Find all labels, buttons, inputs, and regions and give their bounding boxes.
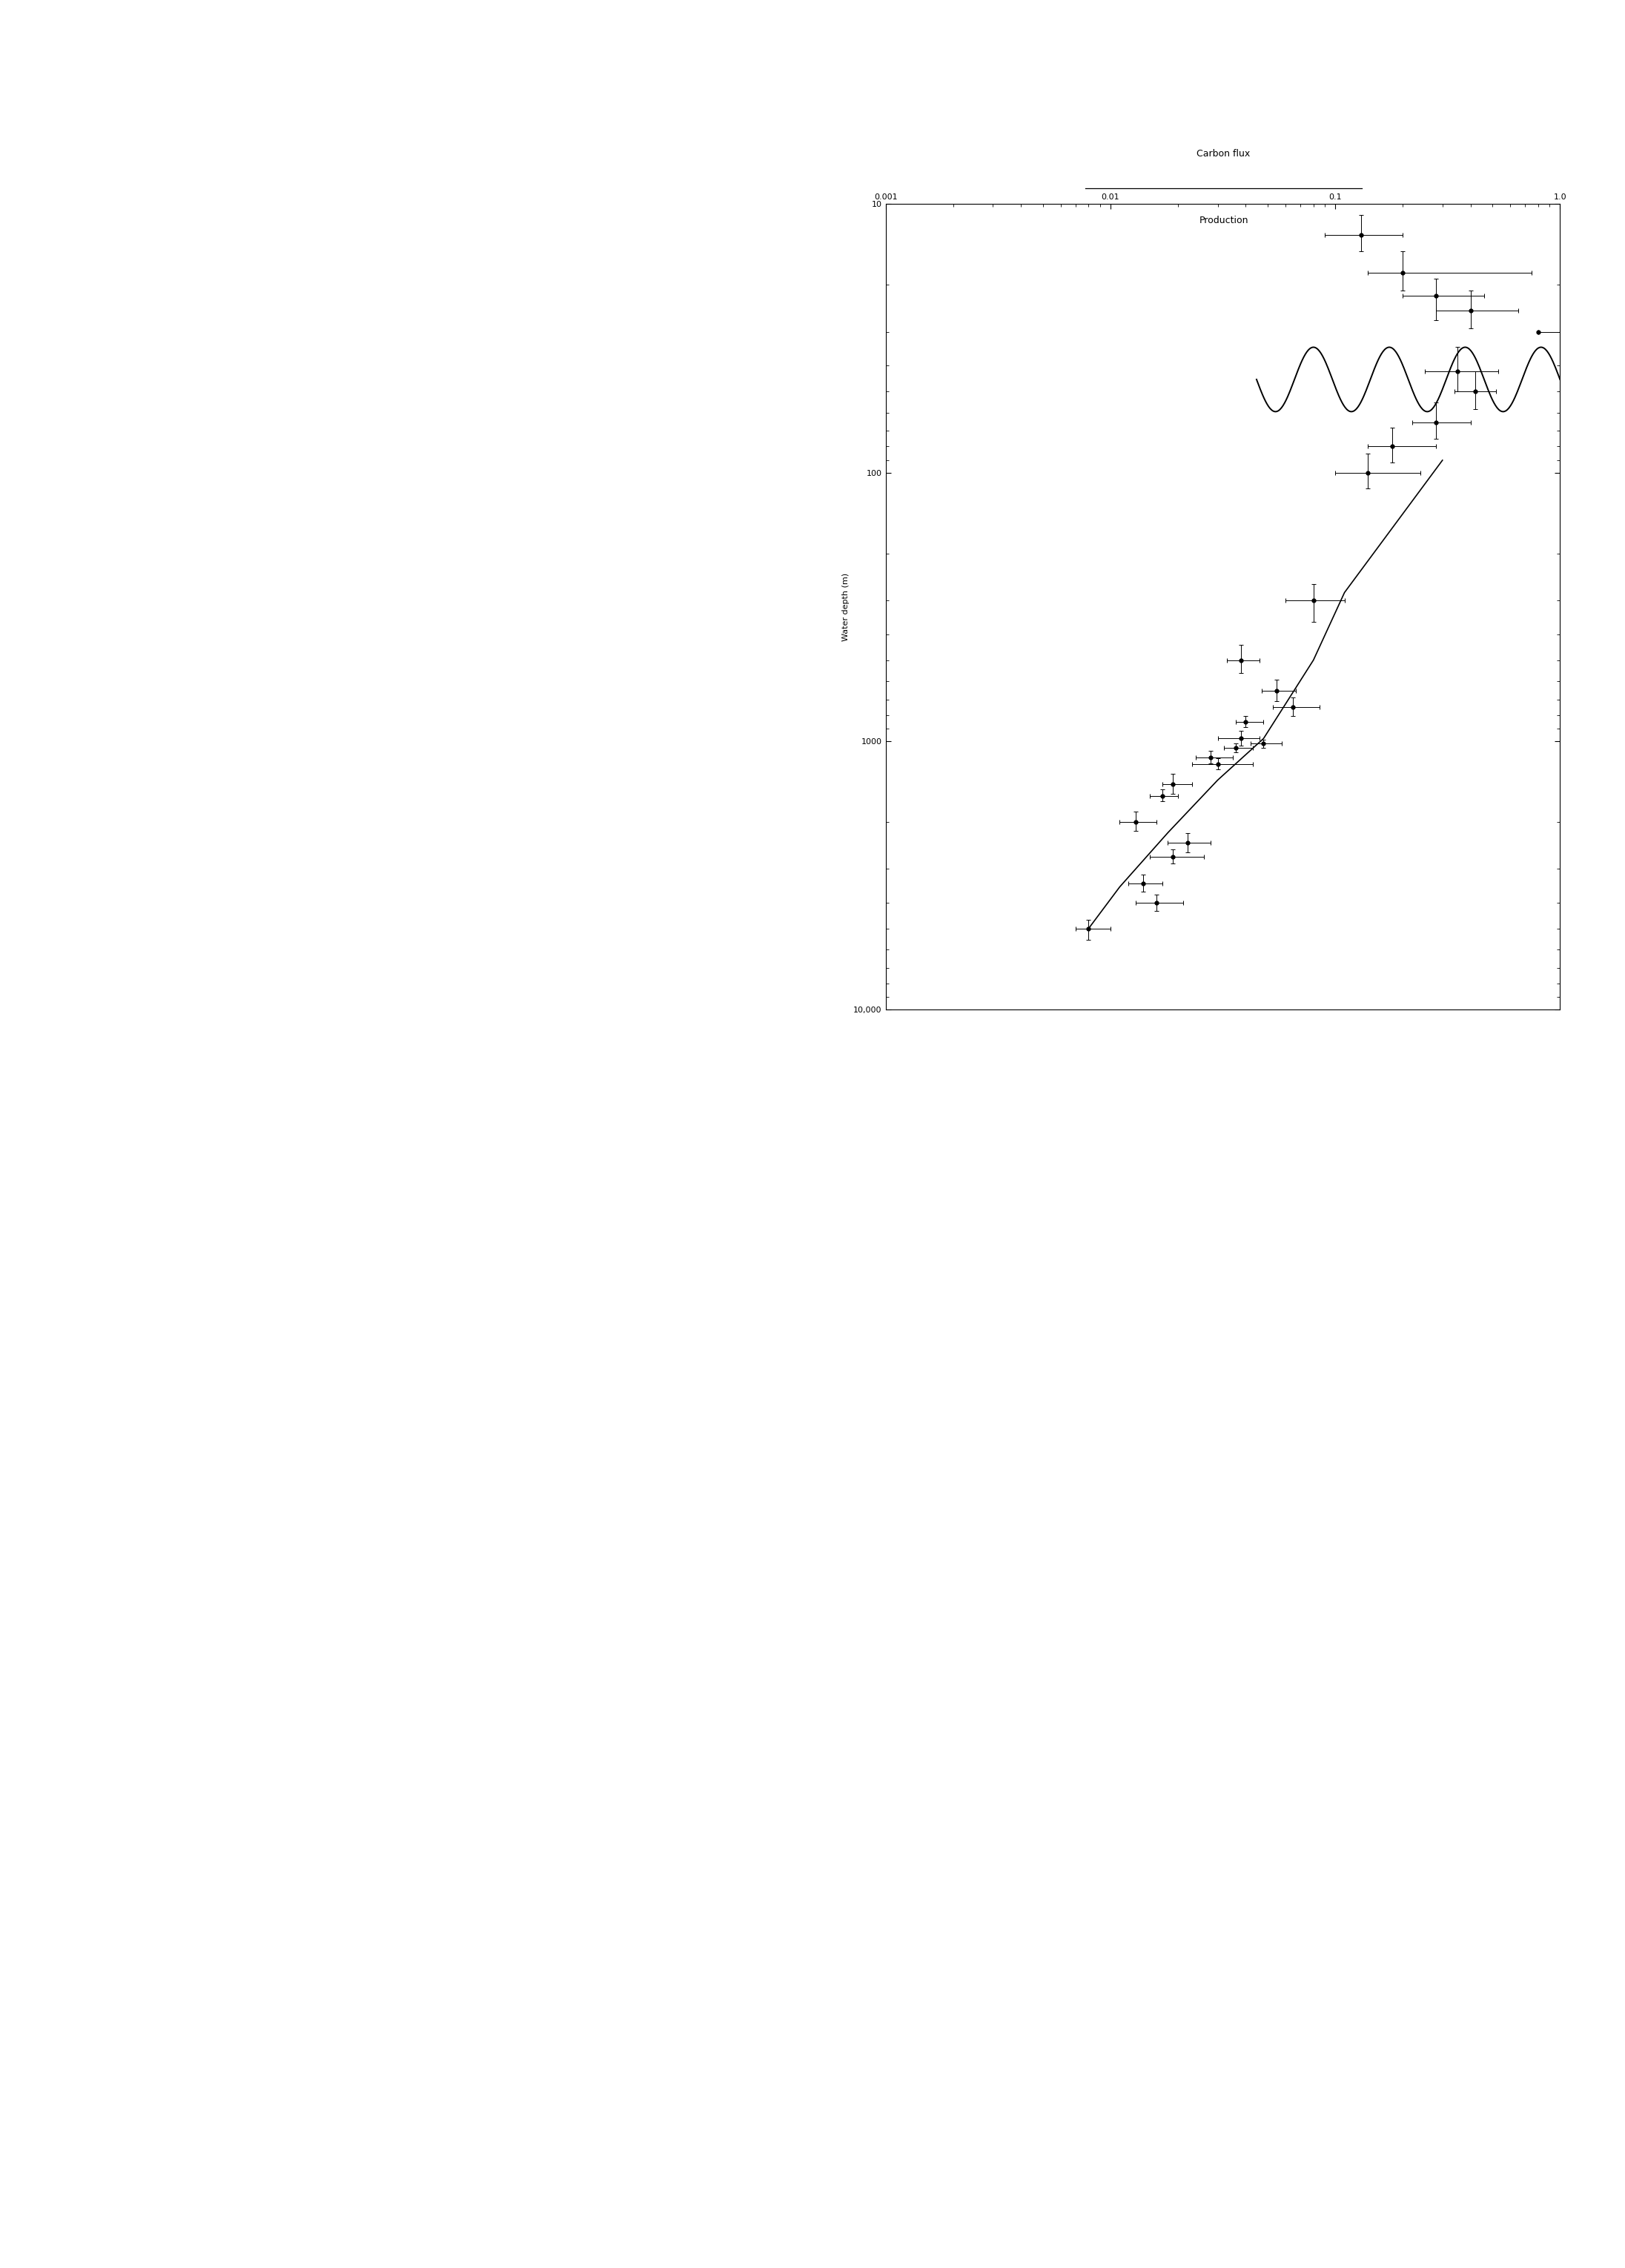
Text: Production: Production — [1199, 215, 1248, 225]
Y-axis label: Water depth (m): Water depth (m) — [842, 572, 850, 642]
Text: Carbon flux: Carbon flux — [1198, 150, 1250, 159]
